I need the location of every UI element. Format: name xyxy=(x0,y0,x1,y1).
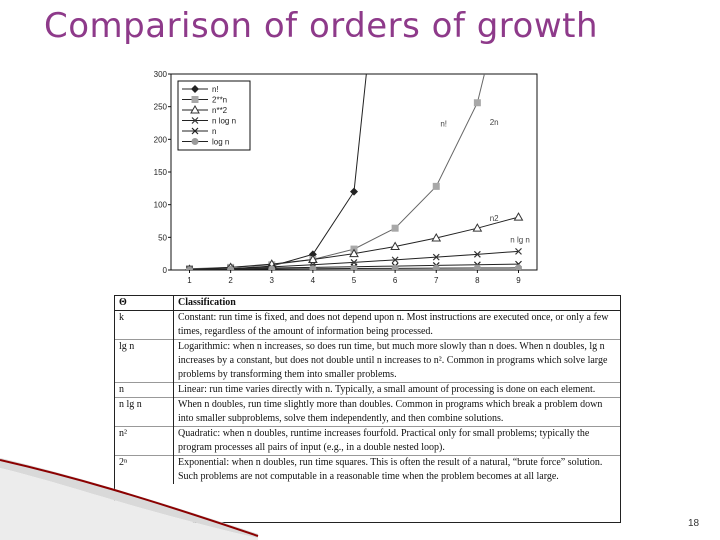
x-tick-label: 9 xyxy=(516,276,521,285)
data-point xyxy=(391,264,399,270)
row-symbol: n² xyxy=(115,426,174,456)
legend-marker xyxy=(191,127,199,135)
legend-marker-group xyxy=(190,104,200,114)
table-row: 2ⁿ Exponential: when n doubles, run time… xyxy=(115,455,620,484)
data-point xyxy=(432,182,440,190)
decorative-swoosh xyxy=(0,458,259,540)
table-row: lg n Logarithmic: when n increases, so d… xyxy=(115,339,620,383)
data-point xyxy=(350,187,358,196)
row-description: Logarithmic: when n increases, so does r… xyxy=(173,339,620,383)
data-point xyxy=(227,265,235,270)
y-tick-label: 150 xyxy=(154,168,168,177)
table-row: n Linear: run time varies directly with … xyxy=(115,382,620,398)
data-point xyxy=(268,265,276,270)
data-point xyxy=(349,248,359,258)
legend-box xyxy=(177,80,251,151)
data-point xyxy=(515,247,522,255)
data-point xyxy=(308,254,318,264)
data-point xyxy=(432,264,440,270)
y-tick-label: 300 xyxy=(154,70,168,79)
legend-label: n**2 xyxy=(212,106,228,115)
legend-marker xyxy=(190,104,200,114)
data-point xyxy=(350,264,358,270)
legend-marker xyxy=(191,117,199,124)
y-tick-label: 250 xyxy=(154,103,168,112)
x-tick-label: 8 xyxy=(475,276,480,285)
legend-label: log n xyxy=(212,138,229,147)
y-tick-label: 50 xyxy=(158,233,167,242)
row-symbol: lg n xyxy=(115,339,174,383)
table-header-row: Θ Classification xyxy=(115,296,620,311)
table-row: n² Quadratic: when n doubles, runtime in… xyxy=(115,426,620,456)
data-point xyxy=(514,264,522,270)
data-point xyxy=(473,250,481,258)
header-theta: Θ xyxy=(115,296,174,311)
row-description: Constant: run time is fixed, and does no… xyxy=(173,310,620,340)
x-tick-label: 6 xyxy=(393,276,398,285)
x-tick-label: 1 xyxy=(187,276,192,285)
table-row: n lg n When n doubles, run time slightly… xyxy=(115,397,620,427)
legend-marker-group xyxy=(191,85,199,93)
data-point xyxy=(473,99,481,107)
row-symbol: k xyxy=(115,310,174,340)
data-point xyxy=(472,223,483,232)
legend-marker xyxy=(191,96,199,103)
x-tick-label: 3 xyxy=(270,276,275,285)
data-point xyxy=(432,253,440,261)
slide-number: 18 xyxy=(688,518,700,529)
row-description: Exponential: when n doubles, run time sq… xyxy=(173,455,620,484)
classification-table: Θ Classification k Constant: run time is… xyxy=(114,295,621,523)
legend-marker-group xyxy=(191,117,199,124)
curve-label: 2n xyxy=(490,118,499,127)
x-tick-label: 2 xyxy=(228,276,233,285)
legend-marker-group xyxy=(191,127,199,135)
y-tick-label: 100 xyxy=(154,201,168,210)
y-tick-label: 200 xyxy=(154,135,168,144)
series-group xyxy=(185,74,524,270)
data-point xyxy=(391,256,399,264)
row-description: Linear: run time varies directly with n.… xyxy=(173,382,620,398)
row-description: When n doubles, run time slightly more t… xyxy=(173,397,620,427)
row-symbol: n lg n xyxy=(115,397,174,427)
slide-title: Comparison of orders of growth xyxy=(44,6,599,46)
legend-marker-group xyxy=(191,138,199,145)
row-symbol: 2ⁿ xyxy=(115,455,174,484)
data-point xyxy=(186,266,194,270)
y-tick-label: 0 xyxy=(163,266,168,275)
row-symbol: n xyxy=(115,382,174,398)
growth-chart: 0 50 100 150 200 250 300 1 2 3 4 5 6 7 8 9 n! 2n n2 n lg n n… xyxy=(154,70,538,285)
legend-label: 2**n xyxy=(212,96,227,105)
header-classification: Classification xyxy=(173,296,620,311)
row-description: Quadratic: when n doubles, runtime incre… xyxy=(173,426,620,456)
legend-marker xyxy=(191,138,199,145)
data-point xyxy=(390,241,400,250)
legend-marker xyxy=(191,85,199,93)
data-point xyxy=(431,232,442,242)
data-point xyxy=(309,265,317,270)
legend-marker-group xyxy=(191,96,199,103)
x-tick-label: 4 xyxy=(311,276,316,285)
curve-label: n lg n xyxy=(510,236,530,245)
legend-label: n log n xyxy=(212,117,236,126)
x-tick-label: 5 xyxy=(352,276,357,285)
curve-label: n2 xyxy=(490,214,499,223)
x-tick-label: 7 xyxy=(434,276,439,285)
table-row: k Constant: run time is fixed, and does … xyxy=(115,310,620,340)
data-point xyxy=(513,212,524,221)
data-point xyxy=(473,264,481,270)
data-point xyxy=(391,224,399,232)
curve-label: n! xyxy=(440,119,447,128)
legend-label: n! xyxy=(212,85,219,94)
legend-label: n xyxy=(212,127,216,136)
